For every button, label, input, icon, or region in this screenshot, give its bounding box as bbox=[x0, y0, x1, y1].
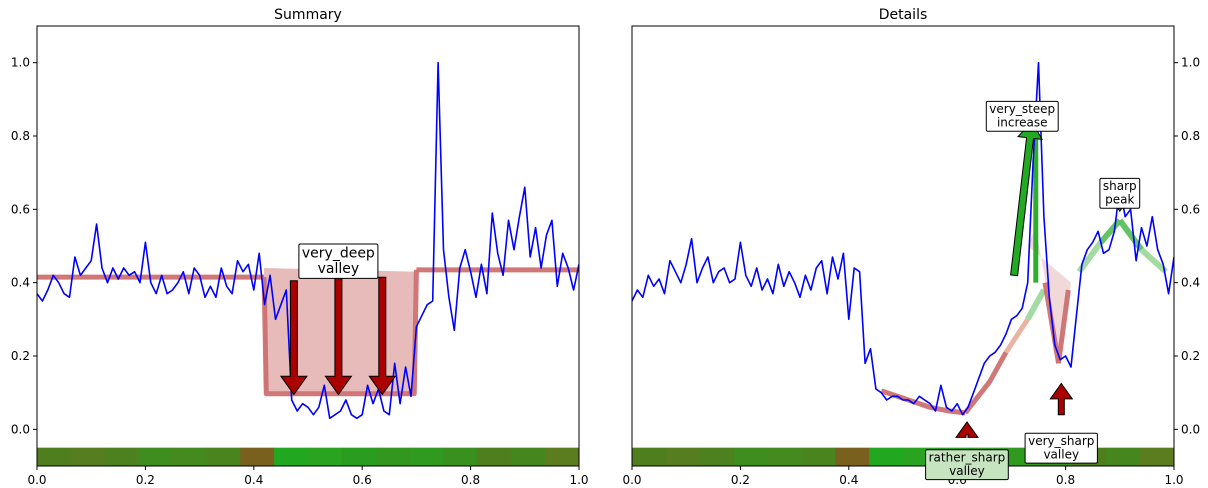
details-y-tick-label: 0.8 bbox=[1181, 129, 1200, 143]
details-y-tick-label: 0.6 bbox=[1181, 202, 1200, 216]
summary-y-tick-label: 0.8 bbox=[11, 129, 30, 143]
summary-band-cell bbox=[545, 447, 579, 466]
summary-band-cell bbox=[511, 447, 546, 466]
summary-y-tick-label: 0.2 bbox=[11, 349, 30, 363]
details-trend-segment bbox=[1056, 289, 1071, 364]
summary-band-cell bbox=[308, 447, 343, 466]
details-y-tick-label: 0.2 bbox=[1181, 349, 1200, 363]
details-axes-frame bbox=[631, 25, 1175, 467]
summary-x-tick-label: 0.4 bbox=[244, 473, 263, 487]
details-y-tick-label: 0.4 bbox=[1181, 276, 1200, 290]
details-annotation-text: valley bbox=[1043, 447, 1079, 461]
summary-arrow bbox=[324, 276, 353, 396]
summary-y-tick-label: 0.0 bbox=[11, 422, 30, 436]
details-x-tick-label: 0.0 bbox=[622, 473, 641, 487]
details-annotation-text: increase bbox=[997, 116, 1048, 130]
details-annotation-box bbox=[985, 100, 1059, 132]
summary-band-cell bbox=[409, 447, 444, 466]
details-trend-segment bbox=[963, 351, 1009, 415]
summary-annotation-box bbox=[298, 243, 379, 279]
summary-band-cell bbox=[172, 447, 207, 466]
summary-band-cell bbox=[443, 447, 478, 466]
details-annotation-text: peak bbox=[1105, 193, 1134, 207]
summary-band-cell bbox=[70, 447, 106, 466]
summary-y-tick-label: 0.6 bbox=[11, 202, 30, 216]
summary-annotation-text: very_deep bbox=[302, 246, 375, 262]
details-x-tick-label: 0.8 bbox=[1056, 473, 1075, 487]
summary-title: Summary bbox=[274, 7, 342, 23]
summary-panel: Summary 0.0 0.2 0.4 0.6 0.8 1.0 0.0 0.2 0.4 0.6 0.… bbox=[11, 7, 589, 487]
details-y-tick-label: 0.0 bbox=[1181, 422, 1200, 436]
details-band-cell bbox=[767, 447, 802, 466]
details-band-cell bbox=[869, 447, 904, 466]
details-x-tick-label: 1.0 bbox=[1164, 473, 1183, 487]
summary-arrow bbox=[368, 276, 397, 396]
details-band-cell bbox=[699, 447, 735, 466]
details-band-cell bbox=[733, 447, 768, 466]
details-trend-segment bbox=[1003, 317, 1030, 354]
summary-band-cell bbox=[37, 447, 72, 466]
details-x-tick-label: 0.2 bbox=[731, 473, 750, 487]
summary-y-tick-label: 1.0 bbox=[11, 56, 30, 70]
details-band-cell bbox=[835, 447, 870, 466]
details-band-cell bbox=[665, 447, 701, 466]
summary-annotation-text: valley bbox=[318, 261, 360, 277]
details-annotation-text: very_steep bbox=[989, 102, 1055, 116]
details-band-cell bbox=[632, 447, 667, 466]
details-y-tick-label: 1.0 bbox=[1181, 56, 1200, 70]
summary-x-tick-label: 0.6 bbox=[353, 473, 372, 487]
details-title: Details bbox=[879, 7, 928, 23]
details-annotation-text: valley bbox=[949, 464, 985, 478]
summary-x-tick-label: 0.8 bbox=[461, 473, 480, 487]
summary-band-cell bbox=[206, 447, 241, 466]
details-signal-line bbox=[632, 61, 1174, 416]
details-annotation-box bbox=[925, 449, 1009, 481]
summary-x-tick-label: 0.2 bbox=[136, 473, 155, 487]
summary-band-cell bbox=[240, 447, 275, 466]
details-trend-segment bbox=[1098, 218, 1123, 245]
summary-signal-line bbox=[37, 61, 579, 420]
details-x-tick-label: 0.4 bbox=[839, 473, 858, 487]
details-annotation-box bbox=[1099, 177, 1141, 209]
summary-band-cell bbox=[375, 447, 411, 466]
details-annotation-text: very_sharp bbox=[1028, 434, 1094, 448]
details-trend-segment bbox=[1076, 240, 1104, 274]
summary-band-cell bbox=[274, 447, 309, 466]
details-band-cell bbox=[1140, 447, 1174, 466]
summary-x-tick-label: 1.0 bbox=[569, 473, 588, 487]
details-trend-segment bbox=[1139, 247, 1168, 274]
details-band-cell bbox=[1106, 447, 1141, 466]
details-panel: Details 0.00.20.40.60.81.00.00.20.40.60.… bbox=[622, 7, 1200, 487]
summary-arrow bbox=[279, 280, 308, 396]
summary-band-cell bbox=[104, 447, 140, 466]
summary-y-tick-label: 0.4 bbox=[11, 276, 30, 290]
details-arrow bbox=[1049, 382, 1074, 416]
details-band-cell bbox=[801, 447, 836, 466]
details-plot-area bbox=[632, 61, 1174, 466]
summary-band-cell bbox=[138, 447, 173, 466]
summary-band-cell bbox=[477, 447, 512, 466]
details-annotation-text: sharp bbox=[1103, 179, 1137, 193]
summary-axes-frame bbox=[36, 25, 580, 467]
summary-x-tick-label: 0.0 bbox=[27, 473, 46, 487]
details-trend-segment bbox=[1025, 288, 1047, 321]
summary-band-cell bbox=[341, 447, 377, 466]
details-annotation-text: rather_sharp bbox=[929, 451, 1006, 465]
details-trend-segment bbox=[1117, 218, 1144, 252]
details-arrow bbox=[955, 421, 979, 438]
details-annotation-box bbox=[1024, 432, 1098, 464]
